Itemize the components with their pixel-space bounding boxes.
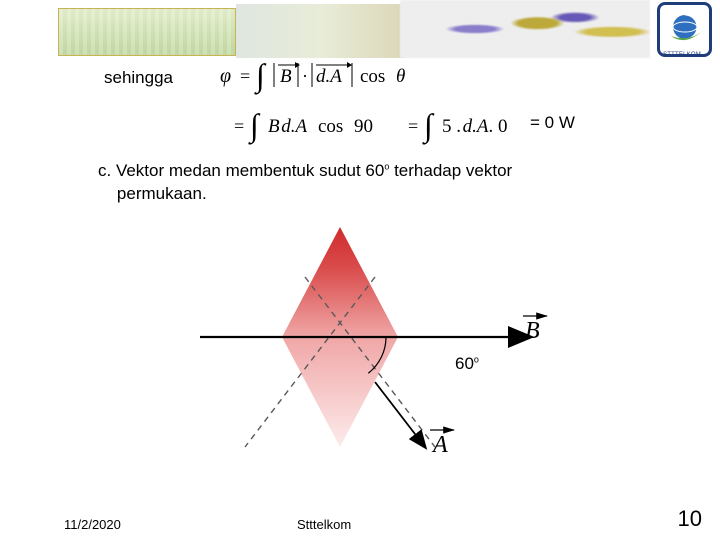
angle-label: 60o (455, 354, 479, 374)
point-c-prefix: c. (98, 161, 116, 180)
result-text: = 0 W (530, 113, 575, 133)
svg-text:=: = (408, 116, 418, 136)
angle-label-num: 60 (455, 354, 474, 373)
svg-text:B: B (280, 66, 292, 87)
diagram: B A (175, 222, 555, 462)
svg-text:θ: θ (396, 66, 405, 87)
footer: 11/2/2020 Stttelkom 10 (0, 510, 720, 532)
lead-word: sehingga (104, 68, 173, 88)
svg-text:90: 90 (354, 116, 373, 137)
svg-text:d.A: d.A (316, 66, 342, 87)
content-area: sehingga φ = ∫ B · d.A cos θ (0, 56, 720, 506)
header-tile-wheat (400, 0, 650, 58)
vector-B-label: B (525, 318, 540, 344)
svg-text:=: = (240, 66, 250, 86)
angle-label-sup: o (474, 354, 479, 364)
header-bar: STTTELKOM (0, 0, 720, 56)
point-c-line1a: Vektor medan membentuk sudut 60 (116, 161, 384, 180)
point-c-line2: permukaan. (117, 184, 207, 203)
equation-2: = ∫ B d.A cos 90 (234, 106, 394, 140)
svg-text:·: · (302, 66, 308, 86)
footer-page: 10 (678, 506, 702, 532)
point-c-line1b: terhadap vektor (389, 161, 512, 180)
equation-1: φ = ∫ B · d.A cos θ (220, 56, 450, 90)
logo-globe-icon (665, 10, 705, 50)
slide: STTTELKOM sehingga φ = ∫ B · d.A (0, 0, 720, 540)
svg-text:cos: cos (360, 66, 385, 87)
svg-text:cos: cos (318, 116, 343, 137)
equation-3: = ∫ 5 . d.A. 0 (408, 106, 548, 140)
logo (657, 2, 712, 57)
footer-org: Stttelkom (297, 517, 351, 532)
svg-text:∫: ∫ (254, 57, 267, 95)
point-c: c. Vektor medan membentuk sudut 60o terh… (98, 160, 658, 206)
header-tile-mid (236, 4, 406, 58)
footer-date: 11/2/2020 (64, 517, 121, 532)
svg-text:∫: ∫ (422, 107, 435, 145)
phi-symbol: φ (220, 65, 231, 87)
vector-A-label: A (431, 432, 448, 458)
svg-text:B d.A: B d.A (268, 116, 307, 137)
header-tile-green (58, 8, 236, 56)
svg-text:=: = (234, 116, 244, 136)
svg-text:∫: ∫ (248, 107, 261, 145)
svg-text:5 . d.A. 0: 5 . d.A. 0 (442, 116, 507, 137)
